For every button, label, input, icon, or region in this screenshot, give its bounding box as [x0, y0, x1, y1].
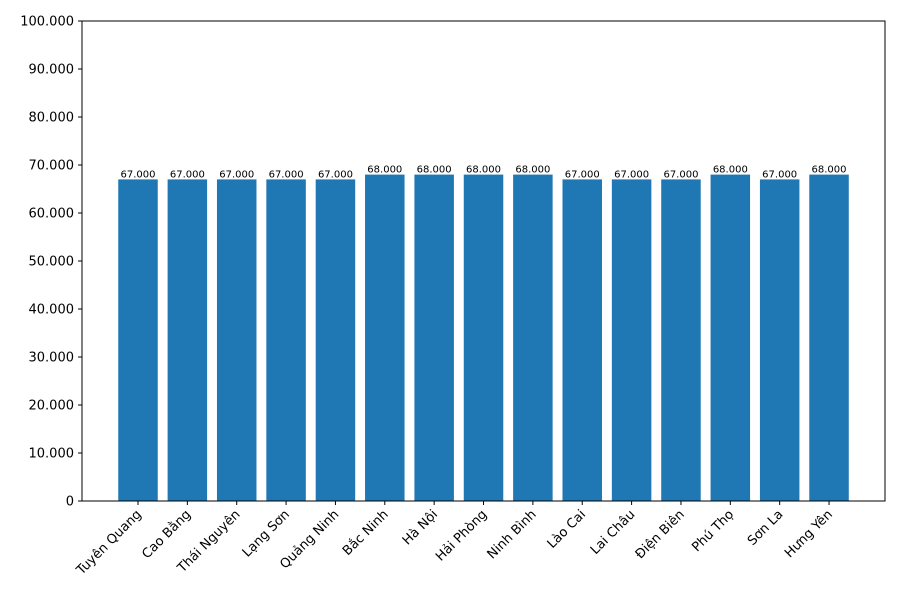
bar: [315, 179, 356, 501]
bar: [414, 174, 454, 501]
bar: [266, 179, 306, 501]
bar: [710, 174, 751, 501]
value-label: 68.000: [466, 165, 501, 176]
value-label: 67.000: [565, 169, 600, 180]
value-label: 68.000: [713, 165, 748, 176]
y-tick-label: 20.000: [29, 399, 75, 414]
value-label: 67.000: [219, 169, 254, 180]
bar: [216, 179, 257, 501]
y-tick-label: 90.000: [29, 63, 75, 78]
value-label: 68.000: [812, 165, 847, 176]
y-tick-label: 50.000: [29, 255, 75, 270]
y-tick-label: 10.000: [29, 447, 75, 462]
bar: [562, 179, 602, 501]
value-label: 68.000: [367, 165, 402, 176]
y-tick-label: 100.000: [20, 15, 74, 30]
value-label: 67.000: [762, 169, 797, 180]
value-label: 67.000: [614, 169, 649, 180]
bar: [759, 179, 800, 501]
bar: [118, 179, 158, 501]
value-label: 68.000: [515, 165, 550, 176]
value-label: 67.000: [121, 169, 156, 180]
bar: [513, 174, 553, 501]
value-label: 67.000: [269, 169, 304, 180]
bar: [661, 179, 701, 501]
bar: [365, 174, 405, 501]
value-label: 67.000: [170, 169, 205, 180]
plot-frame: [81, 20, 886, 502]
bar: [167, 179, 208, 501]
y-tick-label: 70.000: [29, 159, 75, 174]
y-tick-label: 40.000: [29, 303, 75, 318]
bar: [463, 174, 504, 501]
value-label: 67.000: [318, 169, 353, 180]
y-tick-label: 0: [66, 495, 74, 510]
bar: [809, 174, 849, 501]
y-tick-label: 60.000: [29, 207, 75, 222]
value-label: 68.000: [417, 165, 452, 176]
y-tick-label: 80.000: [29, 111, 75, 126]
value-label: 67.000: [663, 169, 698, 180]
y-tick-label: 30.000: [29, 351, 75, 366]
bar: [611, 179, 652, 501]
